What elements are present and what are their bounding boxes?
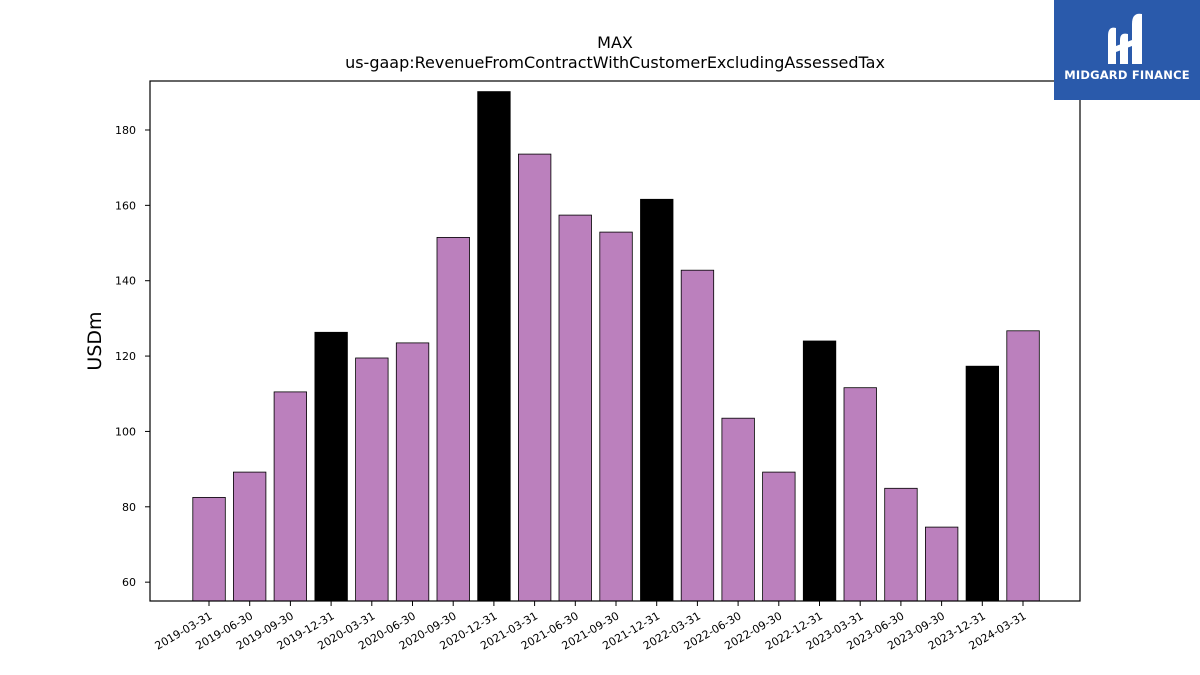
bar-2021-06-30 <box>558 214 592 602</box>
bar-2024-03-31 <box>1006 330 1040 602</box>
midgard-logo-icon <box>1108 13 1142 64</box>
logo-text: MIDGARD FINANCE <box>1064 68 1190 82</box>
bar-2020-12-31 <box>477 91 511 602</box>
y-tick-label: 180 <box>115 124 136 137</box>
y-tick-label: 140 <box>115 275 136 288</box>
bar-2022-09-30 <box>762 471 796 602</box>
y-tick-label: 80 <box>122 501 136 514</box>
bar-2023-09-30 <box>925 526 959 602</box>
bar-2021-03-31 <box>518 153 552 602</box>
y-tick-label: 160 <box>115 199 136 212</box>
bar-2023-06-30 <box>884 487 918 602</box>
bar-2020-06-30 <box>395 342 430 602</box>
bar-2022-03-31 <box>680 269 715 602</box>
y-tick-label: 120 <box>115 350 136 363</box>
chart-title: MAX <box>597 33 633 52</box>
bar-2020-09-30 <box>436 236 470 602</box>
bar-2019-06-30 <box>232 471 267 602</box>
bar-2021-12-31 <box>640 198 674 602</box>
bar-2020-03-31 <box>355 357 389 602</box>
bar-2022-06-30 <box>721 417 755 602</box>
chart-subtitle: us-gaap:RevenueFromContractWithCustomerE… <box>345 53 885 72</box>
bar-2019-03-31 <box>192 496 226 602</box>
bar-2019-12-31 <box>314 331 348 602</box>
bar-2023-12-31 <box>965 365 999 602</box>
bar-2022-12-31 <box>802 340 837 602</box>
bar-2019-09-30 <box>273 391 308 602</box>
y-tick-label: 60 <box>122 576 136 589</box>
bar-2021-09-30 <box>599 231 633 602</box>
bar-2023-03-31 <box>843 387 877 602</box>
y-tick-label: 100 <box>115 425 136 438</box>
plot-frame <box>149 80 1081 602</box>
midgard-finance-logo: MIDGARD FINANCE <box>1054 0 1200 100</box>
y-axis-label: USDm <box>84 311 106 370</box>
